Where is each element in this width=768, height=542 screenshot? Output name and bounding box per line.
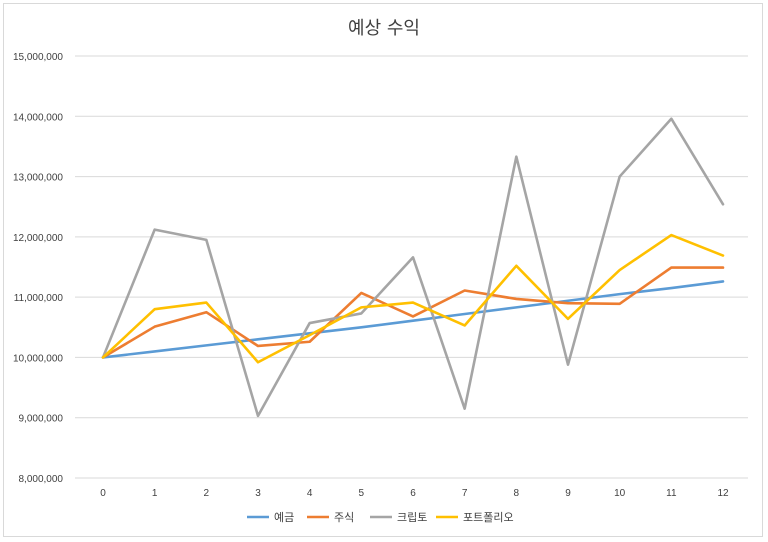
x-tick-label: 12 [717,488,729,499]
y-tick-label: 9,000,000 [19,414,64,425]
series-line [101,266,725,359]
x-tick-label: 10 [614,488,626,499]
legend-label: 주식 [334,511,354,524]
x-tick-label: 7 [462,488,468,499]
series-line [101,280,725,359]
series-line [101,117,725,418]
chart-title: 예상 수익 [348,18,420,39]
x-tick-label: 1 [152,488,158,499]
x-tick-label: 0 [100,488,106,499]
x-tick-label: 3 [255,488,261,499]
x-tick-label: 2 [204,488,210,499]
x-axis-tick-labels: 0 1 2 3 4 5 6 7 8 9 10 11 12 [100,488,729,499]
x-tick-label: 11 [666,488,677,499]
legend-label: 크립토 [397,511,427,524]
legend-label: 포트폴리오 [463,511,514,524]
y-tick-label: 15,000,000 [13,52,63,63]
legend: 예금 주식 크립토 포트폴리오 [247,511,514,524]
x-tick-label: 6 [410,488,416,499]
y-tick-label: 11,000,000 [14,293,64,304]
x-tick-label: 5 [359,488,365,499]
y-tick-label: 10,000,000 [13,353,63,364]
x-tick-label: 4 [307,488,313,499]
chart-area [3,3,763,537]
y-tick-label: 8,000,000 [19,474,64,485]
x-tick-label: 8 [514,488,520,499]
y-tick-label: 12,000,000 [13,233,63,244]
y-tick-label: 14,000,000 [13,112,63,123]
series-line [101,233,725,364]
x-tick-label: 9 [565,488,571,499]
series-lines [101,117,725,418]
gridlines [75,55,748,479]
legend-label: 예금 [274,511,294,524]
y-axis-tick-labels: 8,000,000 9,000,000 10,000,000 11,000,000 12… [13,52,63,485]
y-tick-label: 13,000,000 [13,173,63,184]
